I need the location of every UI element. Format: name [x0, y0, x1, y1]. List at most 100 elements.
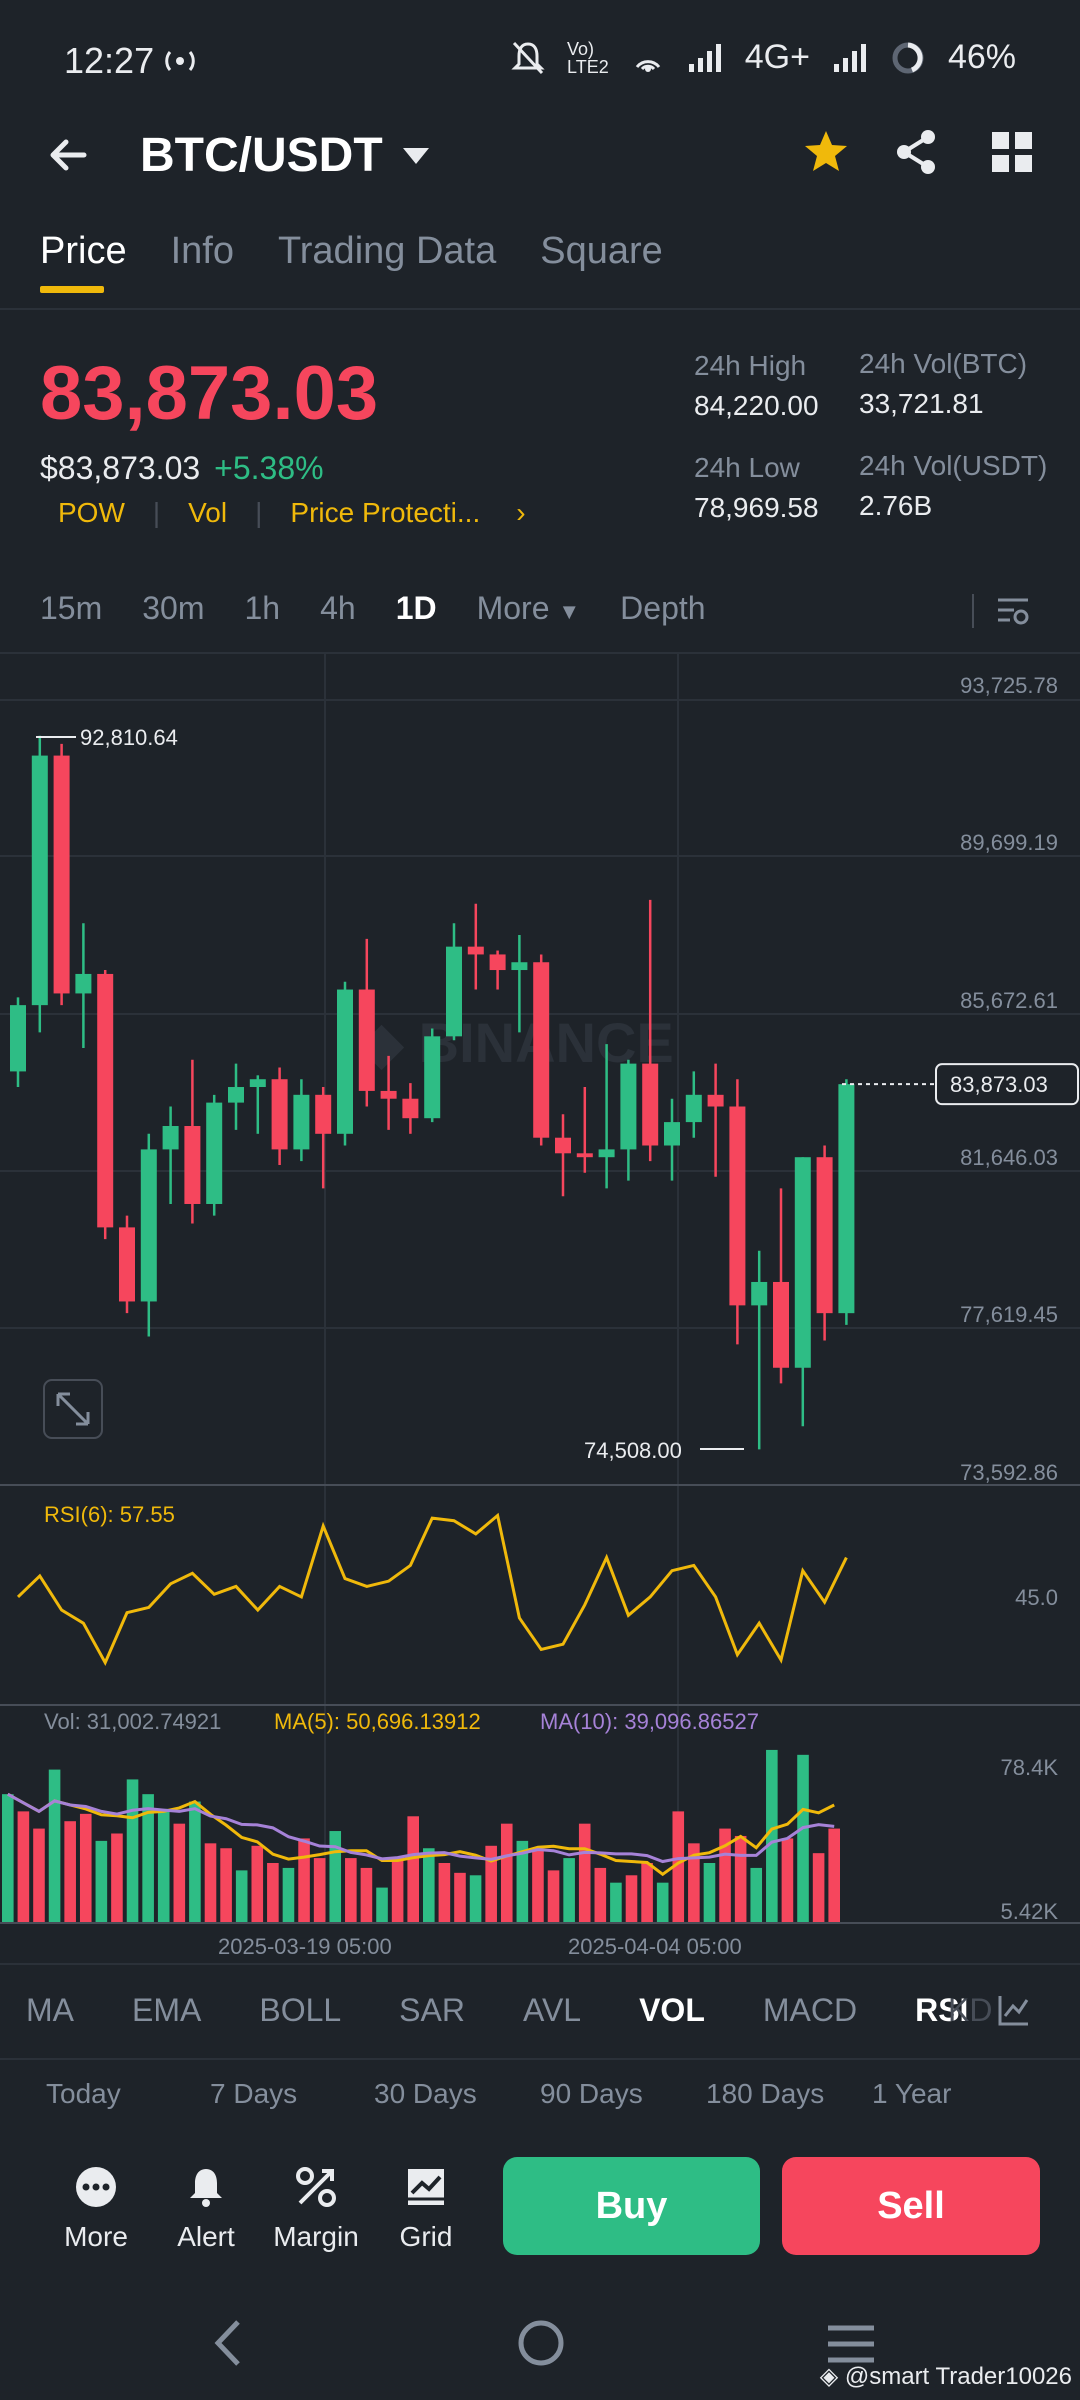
chart-settings-icon[interactable] [994, 592, 1032, 635]
volume-bar [485, 1845, 497, 1922]
chart-top-divider [0, 652, 1080, 654]
interval-divider [972, 594, 974, 628]
volbtc-value: 33,721.81 [859, 388, 984, 419]
main-tabs: Price Info Trading Data Square [40, 230, 663, 293]
high-label: 24h High [694, 350, 807, 381]
volume-bar [454, 1872, 466, 1922]
margin-tool[interactable]: Margin [266, 2165, 366, 2253]
indicator-vol[interactable]: VOL [639, 1992, 705, 2028]
tab-info[interactable]: Info [170, 230, 234, 272]
candle-body [31, 755, 48, 1006]
period-1y[interactable]: 1 Year [872, 2078, 952, 2109]
interval-depth[interactable]: Depth [620, 590, 706, 626]
indicator-macd[interactable]: MACD [762, 1992, 858, 2028]
period-7d[interactable]: 7 Days [210, 2078, 298, 2109]
margin-icon [294, 2165, 338, 2209]
volume-bar [391, 1858, 404, 1922]
tab-square[interactable]: Square [540, 230, 663, 272]
nav-recents-icon[interactable] [826, 2324, 876, 2369]
nav-home-icon[interactable] [516, 2318, 566, 2373]
interval-1h[interactable]: 1h [244, 590, 281, 626]
indicator-bar: MA EMA BOLL SAR AVL VOL MACD RSI [26, 1992, 968, 2029]
sell-button[interactable]: Sell [782, 2157, 1040, 2255]
expand-chart-button[interactable] [43, 1379, 103, 1439]
grid-lines [0, 653, 1080, 1924]
indicator-avl[interactable]: AVL [522, 1992, 582, 2028]
volume-bar [703, 1863, 716, 1922]
nav-back-icon[interactable] [208, 2318, 248, 2373]
more-tool[interactable]: More [46, 2165, 146, 2253]
period-30d[interactable]: 30 Days [374, 2078, 477, 2109]
tag-row[interactable]: POW | Vol | Price Protecti... › [58, 497, 526, 529]
favorite-star-icon[interactable] [802, 128, 850, 181]
volume-bar [547, 1870, 560, 1922]
buy-button[interactable]: Buy [503, 2157, 760, 2255]
indicator-boll[interactable]: BOLL [259, 1992, 342, 2028]
signal-2-icon [833, 43, 866, 72]
interval-more[interactable]: More ▼ [477, 590, 581, 627]
period-180d[interactable]: 180 Days [706, 2078, 825, 2109]
interval-4h[interactable]: 4h [320, 590, 356, 626]
chart-canvas[interactable]: ◆ BINANCE 92,810.64 74,508.00 83,873.03 [0, 653, 1080, 1963]
candle-body [576, 1153, 593, 1158]
chevron-right-icon[interactable]: › [516, 497, 526, 528]
period-90d[interactable]: 90 Days [540, 2078, 643, 2109]
indicator-divider [0, 1963, 1080, 1965]
interval-15m[interactable]: 15m [40, 590, 103, 626]
period-today[interactable]: Today [46, 2078, 121, 2109]
candle-body [533, 962, 550, 1138]
volume-bar [500, 1823, 513, 1922]
x-tick: 2025-04-04 05:00 [568, 1934, 742, 1959]
indicator-ma[interactable]: MA [26, 1992, 74, 2028]
grid-tool[interactable]: Grid [376, 2165, 476, 2253]
share-icon[interactable] [892, 128, 940, 181]
volume-bar [173, 1823, 186, 1922]
status-right: Vo) LTE2 4G+ 46% [511, 38, 1016, 77]
indicator-kd[interactable]: KD [948, 1992, 993, 2028]
volume-bar [407, 1816, 419, 1922]
volume-bar [2, 1794, 14, 1922]
volume-bar [189, 1801, 201, 1922]
indicator-ema[interactable]: EMA [132, 1992, 202, 2028]
indicator-settings-icon[interactable] [996, 1992, 1032, 2033]
volume-bar [563, 1858, 575, 1922]
last-price-label: 83,873.03 [950, 1072, 1048, 1097]
volume-bar [423, 1848, 435, 1922]
candle-body [729, 1106, 746, 1306]
vol-label: Vol: 31,002.74921 [44, 1709, 222, 1734]
volume-bar [734, 1835, 747, 1922]
volume-bar [251, 1845, 264, 1922]
volume-bar [220, 1848, 232, 1922]
interval-1d[interactable]: 1D [395, 590, 437, 626]
volume-bar [828, 1828, 840, 1922]
tab-trading-data[interactable]: Trading Data [277, 230, 497, 272]
low-label: 24h Low [694, 452, 800, 483]
volume-bar [438, 1863, 451, 1922]
candle-body [206, 1102, 223, 1204]
volume-bar [33, 1828, 45, 1922]
vol-tick-high: 78.4K [1000, 1755, 1059, 1780]
high-value: 84,220.00 [694, 390, 819, 421]
candle-body [358, 989, 375, 1091]
volume-bar [79, 1813, 92, 1922]
volume-bar [345, 1858, 357, 1922]
mute-icon [511, 41, 545, 74]
tag-vol[interactable]: Vol [188, 497, 228, 528]
pair-selector[interactable]: BTC/USDT [140, 128, 431, 183]
tab-price[interactable]: Price [40, 230, 127, 293]
volume-bar [142, 1794, 154, 1922]
volume-bar [625, 1875, 638, 1922]
tag-price-protection[interactable]: Price Protecti... [290, 497, 481, 528]
candles-group [10, 735, 855, 1450]
vol-tick-low: 5.42K [1000, 1899, 1059, 1924]
candle-body [685, 1094, 702, 1123]
grid-view-icon[interactable] [990, 130, 1034, 179]
grid-bot-icon [404, 2165, 448, 2209]
indicator-rsi[interactable]: RSI [915, 1992, 969, 2028]
interval-30m[interactable]: 30m [142, 590, 205, 626]
tag-pow[interactable]: POW [58, 497, 125, 528]
expand-icon [56, 1392, 90, 1426]
alert-tool[interactable]: Alert [156, 2165, 256, 2253]
indicator-sar[interactable]: SAR [399, 1992, 465, 2028]
back-icon[interactable] [44, 130, 94, 185]
